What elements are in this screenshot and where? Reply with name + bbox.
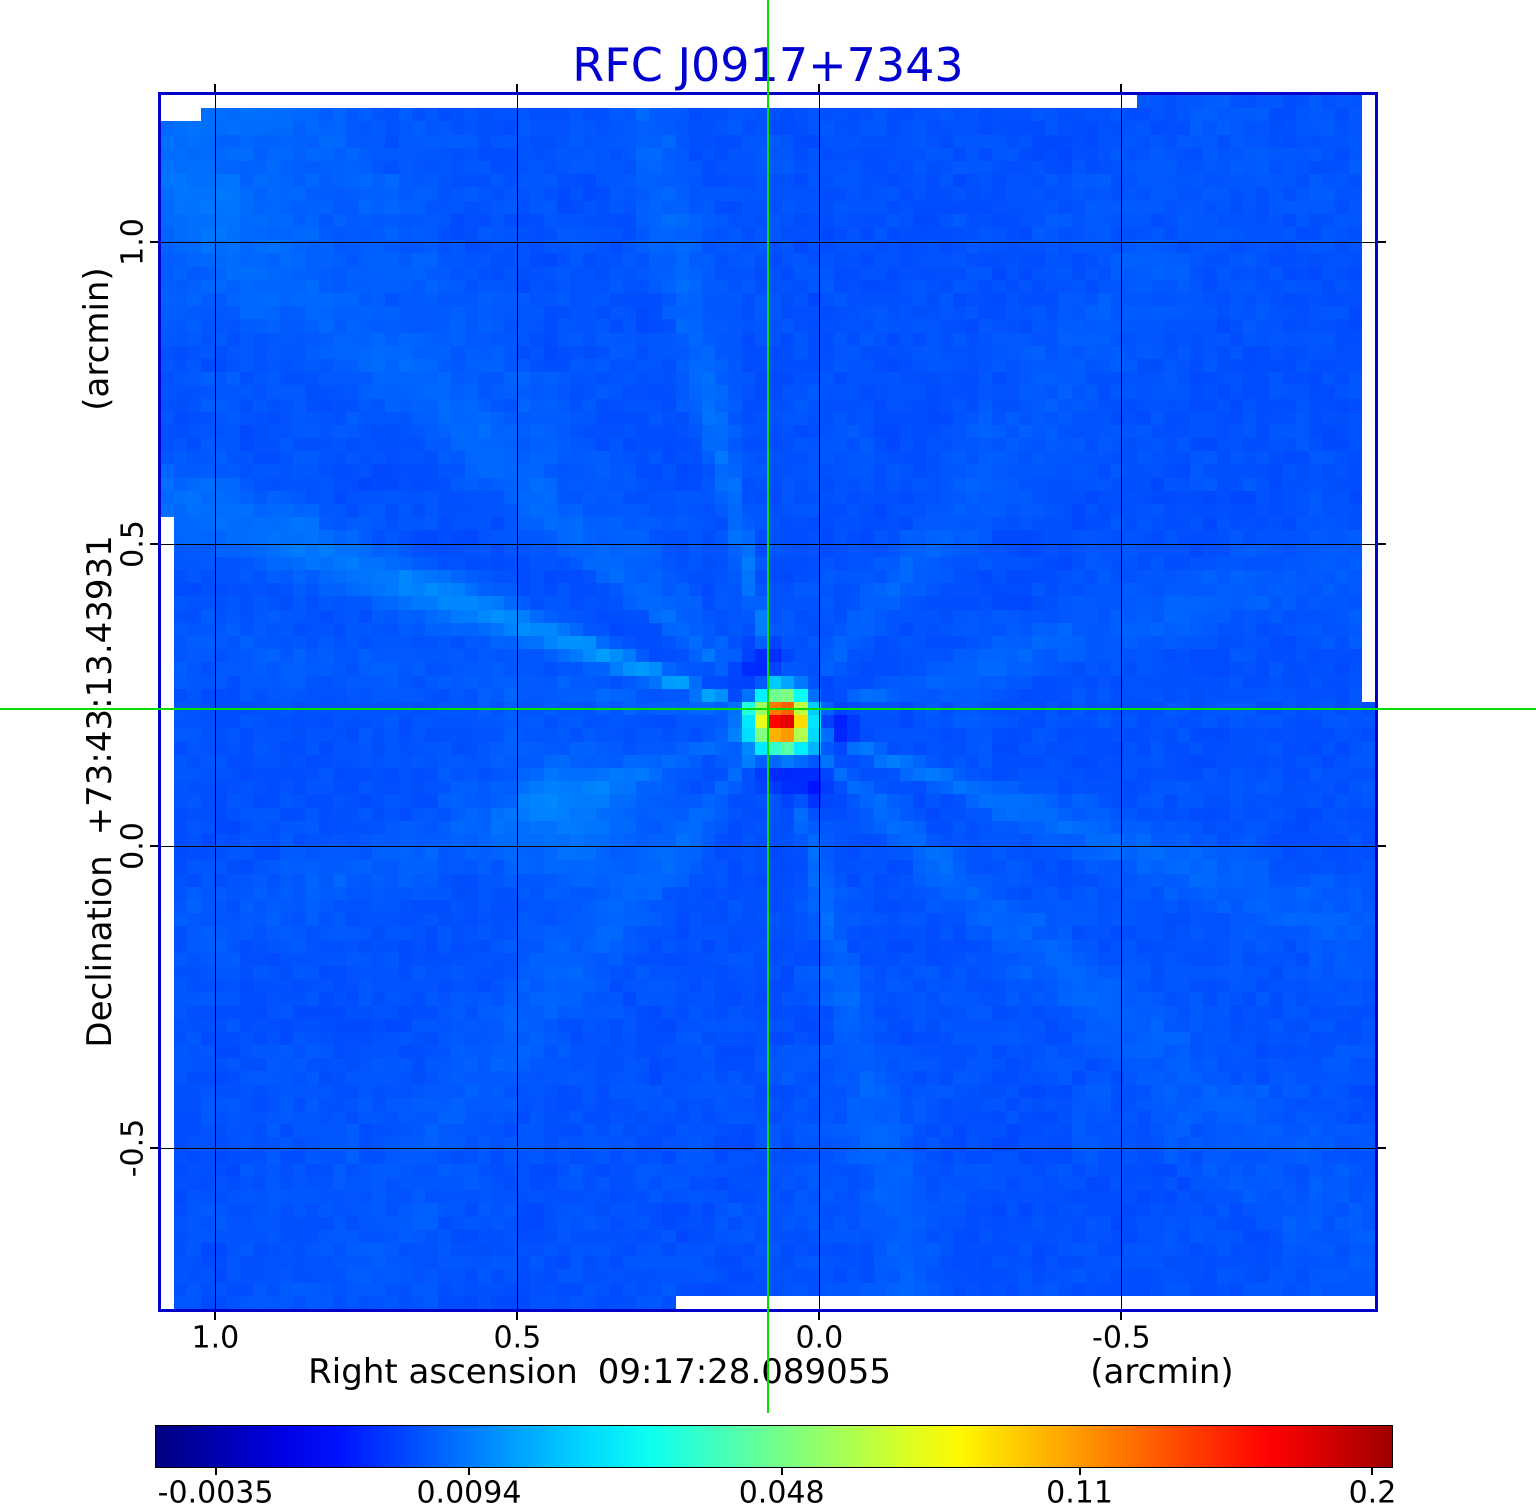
tick-mark <box>1120 1312 1123 1320</box>
colorbar-tick-label: 0.2 <box>1348 1475 1397 1511</box>
gridline-vertical <box>819 95 821 1309</box>
tick-mark <box>516 1312 519 1320</box>
tick-mark <box>1378 241 1386 244</box>
tick-mark <box>150 1147 158 1150</box>
gridline-vertical <box>517 95 519 1309</box>
colorbar-tick-label: -0.0035 <box>157 1475 274 1511</box>
colorbar-tick-label: 0.11 <box>1046 1475 1113 1511</box>
tick-mark <box>1378 1147 1386 1150</box>
tick-mark <box>818 84 821 92</box>
tick-mark <box>150 845 158 848</box>
tick-mark <box>1378 543 1386 546</box>
crosshair-horizontal-line <box>0 707 1536 710</box>
gridline-vertical <box>215 95 217 1309</box>
y-axis-title: Declination <box>80 855 120 1048</box>
tick-mark <box>150 241 158 244</box>
y-tick-label: -0.5 <box>115 1119 151 1178</box>
x-axis-unit: (arcmin) <box>1090 1352 1234 1392</box>
x-axis-label: Right ascension 09:17:28.089055 <box>265 1312 891 1432</box>
y-axis-unit: (arcmin) <box>77 267 117 411</box>
x-tick-label: 0.5 <box>493 1320 542 1356</box>
gridline-vertical <box>1121 95 1123 1309</box>
colorbar-tick-mark <box>1078 1468 1081 1475</box>
tick-mark <box>150 543 158 546</box>
y-axis-dec-value: +73:43:13.43931 <box>80 535 120 836</box>
colorbar-tick-mark <box>780 1468 783 1475</box>
colorbar-tick-mark <box>467 1468 470 1475</box>
x-tick-label: 1.0 <box>191 1320 240 1356</box>
y-axis-label: Declination +73:43:13.43931 <box>40 535 160 1091</box>
tick-mark <box>516 84 519 92</box>
x-axis-title: Right ascension <box>308 1352 578 1392</box>
tick-mark <box>214 1312 217 1320</box>
crosshair-vertical-line <box>767 0 769 1413</box>
colorbar-tick-label: 0.0094 <box>416 1475 522 1511</box>
colorbar-tick-mark <box>1371 1468 1374 1475</box>
tick-mark <box>214 84 217 92</box>
colorbar-tick-label: 0.048 <box>738 1475 825 1511</box>
x-axis-ra-value: 09:17:28.089055 <box>597 1352 892 1392</box>
colorbar <box>155 1425 1393 1468</box>
tick-mark <box>1120 84 1123 92</box>
x-tick-label: 0.0 <box>795 1320 844 1356</box>
colorbar-tick-mark <box>214 1468 217 1475</box>
x-tick-label: -0.5 <box>1092 1320 1151 1356</box>
tick-mark <box>818 1312 821 1320</box>
y-tick-label: 1.0 <box>115 218 151 267</box>
tick-mark <box>1378 845 1386 848</box>
plot-title: RFC J0917+7343 <box>572 38 964 92</box>
